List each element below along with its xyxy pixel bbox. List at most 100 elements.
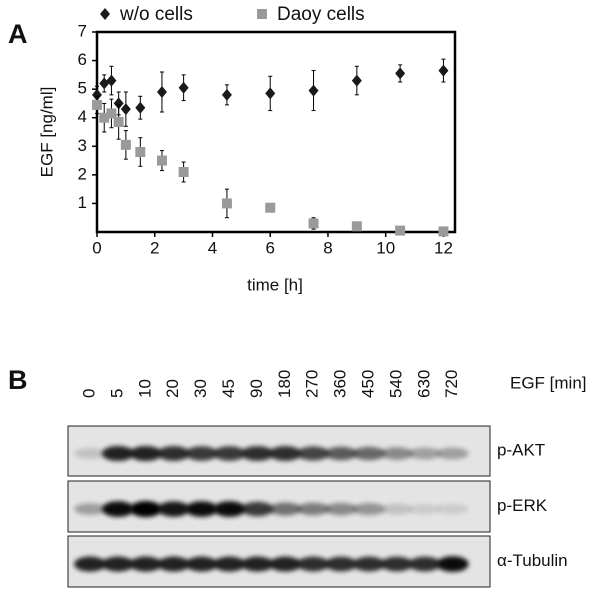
band [74,503,106,515]
band [129,501,162,518]
band [325,556,358,572]
band [297,502,330,516]
lane-label: 5 [107,389,126,398]
band [269,556,302,572]
lane-label: 360 [331,370,350,398]
y-tick-label: 7 [78,21,87,40]
lane-label: 180 [275,370,294,398]
band [241,501,274,517]
band [101,445,134,462]
lane-label: 20 [163,379,182,398]
x-tick-label: 4 [208,238,217,257]
marker [438,64,449,77]
band [185,446,218,461]
marker [92,99,102,110]
y-tick-label: 1 [78,193,87,212]
legend-label: w/o cells [119,4,193,25]
band [353,503,385,516]
legend-label: Daoy cells [277,4,365,25]
band [129,556,162,572]
legend-marker [100,8,110,20]
marker [106,108,117,119]
row-label: α-Tubulin [497,551,568,570]
band [353,556,385,572]
band [269,502,302,516]
legend-marker [257,9,267,19]
marker [351,221,362,232]
x-tick-label: 6 [265,238,274,257]
lane-label: 90 [247,379,266,398]
plot-frame [95,30,457,234]
lane-label: 540 [386,370,405,398]
band [325,502,358,516]
y-tick-label: 5 [78,79,87,98]
marker [106,74,117,87]
marker [221,198,232,209]
marker [113,97,124,110]
lane-label: 45 [219,379,238,398]
marker [178,81,189,94]
y-tick-label: 2 [78,164,87,183]
band [213,501,246,517]
blot [67,425,491,588]
marker [135,147,146,157]
band [185,556,218,572]
band [297,556,330,572]
band [325,446,358,461]
marker [113,117,124,127]
band [157,556,190,572]
band [241,556,274,572]
band [408,503,441,515]
panel-label: A [8,19,28,49]
band [436,503,469,515]
lane-label: 10 [135,379,154,398]
band [380,556,413,572]
marker [395,67,406,80]
marker [156,155,167,166]
marker [120,103,131,116]
band [74,556,106,572]
band [436,447,469,460]
band [269,446,302,461]
band [213,446,246,461]
band [241,446,274,461]
x-tick-label: 0 [92,238,101,257]
band [74,448,106,459]
marker [265,87,276,100]
y-tick-label: 3 [78,136,87,155]
band [380,503,413,515]
y-tick-label: 4 [78,107,87,126]
lane-label: 720 [442,370,461,398]
marker [351,74,362,87]
panel-label: B [8,365,28,395]
marker [438,226,449,237]
marker [178,167,189,177]
x-tick-label: 12 [434,238,453,257]
lane-label: 30 [191,379,210,398]
x-tick-label: 2 [150,238,159,257]
marker [308,84,319,97]
marker [308,218,319,229]
band [408,447,441,460]
band [157,446,190,461]
x-tick-label: 10 [376,238,395,257]
band [213,556,246,572]
band [297,446,330,461]
lane-label: 630 [414,370,433,398]
lane-label: 450 [358,370,377,398]
lane-label: 270 [303,370,322,398]
band [129,445,162,462]
marker [156,86,167,98]
y-tick-label: 6 [78,50,87,69]
band [353,446,385,461]
band [408,556,441,572]
x-axis-label: time [h] [247,275,303,294]
band [436,556,469,572]
marker [221,88,232,101]
row-label: p-AKT [497,440,545,459]
band [185,501,218,517]
y-axis-label: EGF [ng/ml] [37,87,56,178]
marker [92,88,102,101]
band [101,556,134,572]
marker [265,202,276,213]
